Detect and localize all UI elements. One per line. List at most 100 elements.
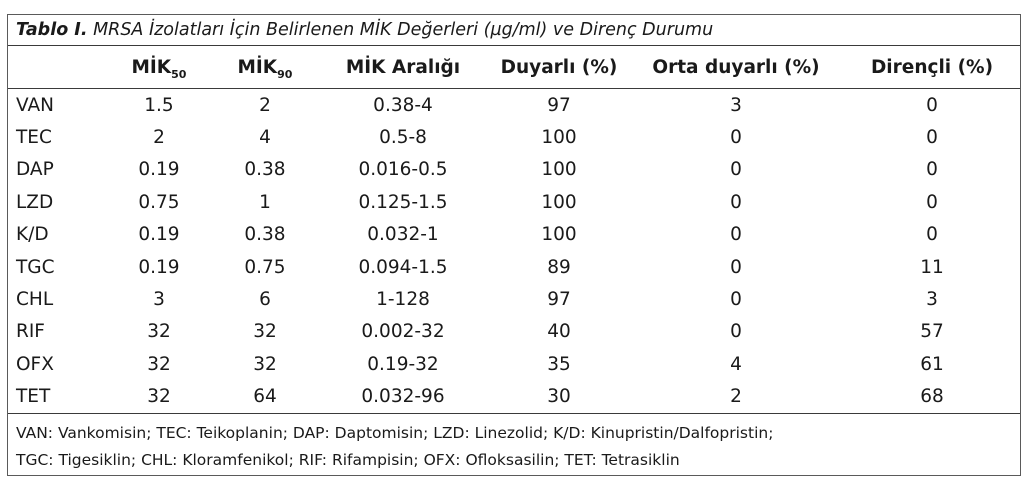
- cell-sensitive: 97: [547, 289, 571, 311]
- table-frame: Tablo I. MRSA İzolatları İçin Belirlenen…: [7, 14, 1021, 476]
- cell-mic-range: 0.094-1.5: [358, 256, 448, 278]
- cell-resistant: 11: [920, 256, 944, 278]
- cell-sensitive: 97: [547, 94, 571, 116]
- header-mic50-base: MİK: [131, 56, 172, 78]
- cell-mic90: 0.38: [244, 159, 286, 181]
- cell-sensitive: 35: [547, 353, 571, 375]
- cell-mic90: 1: [259, 191, 271, 213]
- table-caption: Tablo I. MRSA İzolatları İçin Belirlenen…: [8, 15, 1020, 46]
- table-row: OFX 32 32 0.19-32 35 4 61: [8, 348, 1020, 380]
- cell-mic-range: 0.032-1: [367, 224, 439, 246]
- cell-drug: RIF: [16, 321, 45, 343]
- cell-mic50: 0.19: [138, 256, 180, 278]
- cell-sensitive: 89: [547, 256, 571, 278]
- table-row: CHL 3 6 1-128 97 0 3: [8, 283, 1020, 315]
- table-row: TET 32 64 0.032-96 30 2 68: [8, 380, 1020, 414]
- cell-resistant: 0: [926, 159, 938, 181]
- cell-mic90: 6: [259, 289, 271, 311]
- cell-mic-range: 0.032-96: [316, 380, 490, 414]
- cell-resistant: 57: [920, 321, 944, 343]
- cell-intermediate: 2: [628, 380, 844, 414]
- cell-intermediate: 0: [730, 256, 742, 278]
- cell-resistant: 3: [926, 289, 938, 311]
- header-intermediate: Orta duyarlı (%): [628, 46, 844, 89]
- header-sensitive: Duyarlı (%): [490, 46, 628, 89]
- cell-mic90: 32: [253, 353, 277, 375]
- header-mic-range: MİK Aralığı: [316, 46, 490, 89]
- cell-drug: DAP: [16, 159, 54, 181]
- cell-mic90: 32: [253, 321, 277, 343]
- cell-mic50: 0.75: [138, 191, 180, 213]
- table-row: VAN 1.5 2 0.38-4 97 3 0: [8, 89, 1020, 122]
- caption-text: MRSA İzolatları İçin Belirlenen MİK Değe…: [93, 20, 714, 40]
- cell-sensitive: 100: [541, 191, 577, 213]
- cell-drug: CHL: [16, 289, 54, 311]
- cell-mic90: 0.75: [244, 256, 286, 278]
- table-row: LZD 0.75 1 0.125-1.5 100 0 0: [8, 186, 1020, 218]
- cell-resistant: 0: [926, 224, 938, 246]
- cell-resistant: 0: [926, 127, 938, 149]
- cell-mic-range: 0.38-4: [373, 94, 433, 116]
- cell-intermediate: 0: [730, 159, 742, 181]
- cell-mic-range: 0.002-32: [361, 321, 445, 343]
- cell-drug: OFX: [16, 353, 54, 375]
- header-mic50: MİK50: [104, 46, 214, 89]
- footnote-line: VAN: Vankomisin; TEC: Teikoplanin; DAP: …: [16, 423, 774, 442]
- cell-sensitive: 100: [541, 159, 577, 181]
- cell-intermediate: 4: [730, 353, 742, 375]
- cell-mic-range: 0.125-1.5: [358, 191, 448, 213]
- cell-drug: TET: [8, 380, 104, 414]
- table-footnotes: VAN: Vankomisin; TEC: Teikoplanin; DAP: …: [8, 414, 1020, 474]
- cell-sensitive: 100: [541, 127, 577, 149]
- cell-mic50: 32: [104, 380, 214, 414]
- table-row: TGC 0.19 0.75 0.094-1.5 89 0 11: [8, 251, 1020, 283]
- cell-drug: TEC: [16, 127, 52, 149]
- cell-mic50: 1.5: [144, 94, 174, 116]
- cell-mic50: 0.19: [138, 224, 180, 246]
- cell-mic90: 2: [259, 94, 271, 116]
- cell-drug: VAN: [16, 94, 54, 116]
- cell-sensitive: 30: [490, 380, 628, 414]
- cell-drug: K/D: [16, 224, 49, 246]
- cell-intermediate: 0: [730, 127, 742, 149]
- cell-resistant: 68: [844, 380, 1020, 414]
- table-row: DAP 0.19 0.38 0.016-0.5 100 0 0: [8, 154, 1020, 186]
- header-row: MİK50 MİK90 MİK Aralığı Duyarlı (%) Orta…: [8, 46, 1020, 89]
- cell-intermediate: 0: [730, 191, 742, 213]
- caption-label: Tablo I.: [16, 20, 88, 40]
- cell-drug: LZD: [16, 191, 54, 213]
- cell-mic-range: 0.5-8: [379, 127, 427, 149]
- header-drug: [8, 46, 104, 89]
- table-body: VAN 1.5 2 0.38-4 97 3 0 TEC 2 4 0.5-8 100 0 0 DAP 0.19 0…: [8, 89, 1020, 414]
- cell-mic90: 0.38: [244, 224, 286, 246]
- cell-intermediate: 3: [730, 94, 742, 116]
- cell-intermediate: 0: [730, 321, 742, 343]
- cell-mic50: 32: [147, 321, 171, 343]
- mic-table: MİK50 MİK90 MİK Aralığı Duyarlı (%) Orta…: [8, 46, 1020, 414]
- cell-mic-range: 0.016-0.5: [358, 159, 448, 181]
- cell-mic50: 32: [147, 353, 171, 375]
- header-mic90-sub: 90: [277, 67, 293, 81]
- cell-intermediate: 0: [730, 224, 742, 246]
- cell-mic90: 64: [214, 380, 316, 414]
- header-mic90: MİK90: [214, 46, 316, 89]
- cell-intermediate: 0: [730, 289, 742, 311]
- cell-mic90: 4: [259, 127, 271, 149]
- header-mic90-base: MİK: [237, 56, 278, 78]
- footnote-line: TGC: Tigesiklin; CHL: Kloramfenikol; RIF…: [16, 450, 680, 469]
- cell-drug: TGC: [16, 256, 55, 278]
- cell-resistant: 0: [926, 191, 938, 213]
- cell-mic50: 3: [153, 289, 165, 311]
- cell-resistant: 0: [926, 94, 938, 116]
- cell-resistant: 61: [920, 353, 944, 375]
- table-row: K/D 0.19 0.38 0.032-1 100 0 0: [8, 219, 1020, 251]
- cell-mic50: 2: [153, 127, 165, 149]
- header-resistant: Dirençli (%): [844, 46, 1020, 89]
- header-mic50-sub: 50: [171, 67, 187, 81]
- table-row: RIF 32 32 0.002-32 40 0 57: [8, 316, 1020, 348]
- cell-sensitive: 40: [547, 321, 571, 343]
- table-row: TEC 2 4 0.5-8 100 0 0: [8, 121, 1020, 153]
- cell-mic50: 0.19: [138, 159, 180, 181]
- cell-mic-range: 1-128: [376, 289, 430, 311]
- cell-mic-range: 0.19-32: [367, 353, 439, 375]
